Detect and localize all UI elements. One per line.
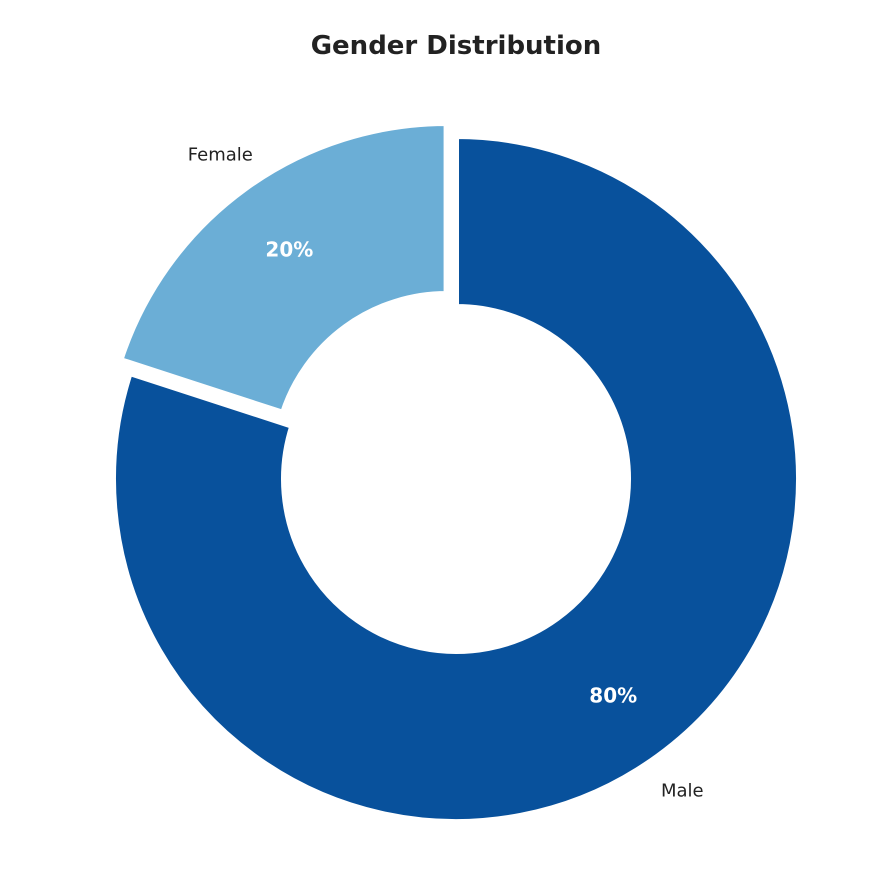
donut-slices bbox=[110, 120, 802, 825]
slice-label-female: Female bbox=[188, 145, 253, 166]
slice-label-male: Male bbox=[661, 780, 704, 801]
slice-percent-female: 20% bbox=[265, 238, 313, 262]
slice-percent-male: 80% bbox=[589, 683, 637, 707]
slice-male bbox=[110, 132, 802, 825]
slice-female bbox=[116, 120, 450, 417]
chart-title: Gender Distribution bbox=[311, 31, 602, 61]
